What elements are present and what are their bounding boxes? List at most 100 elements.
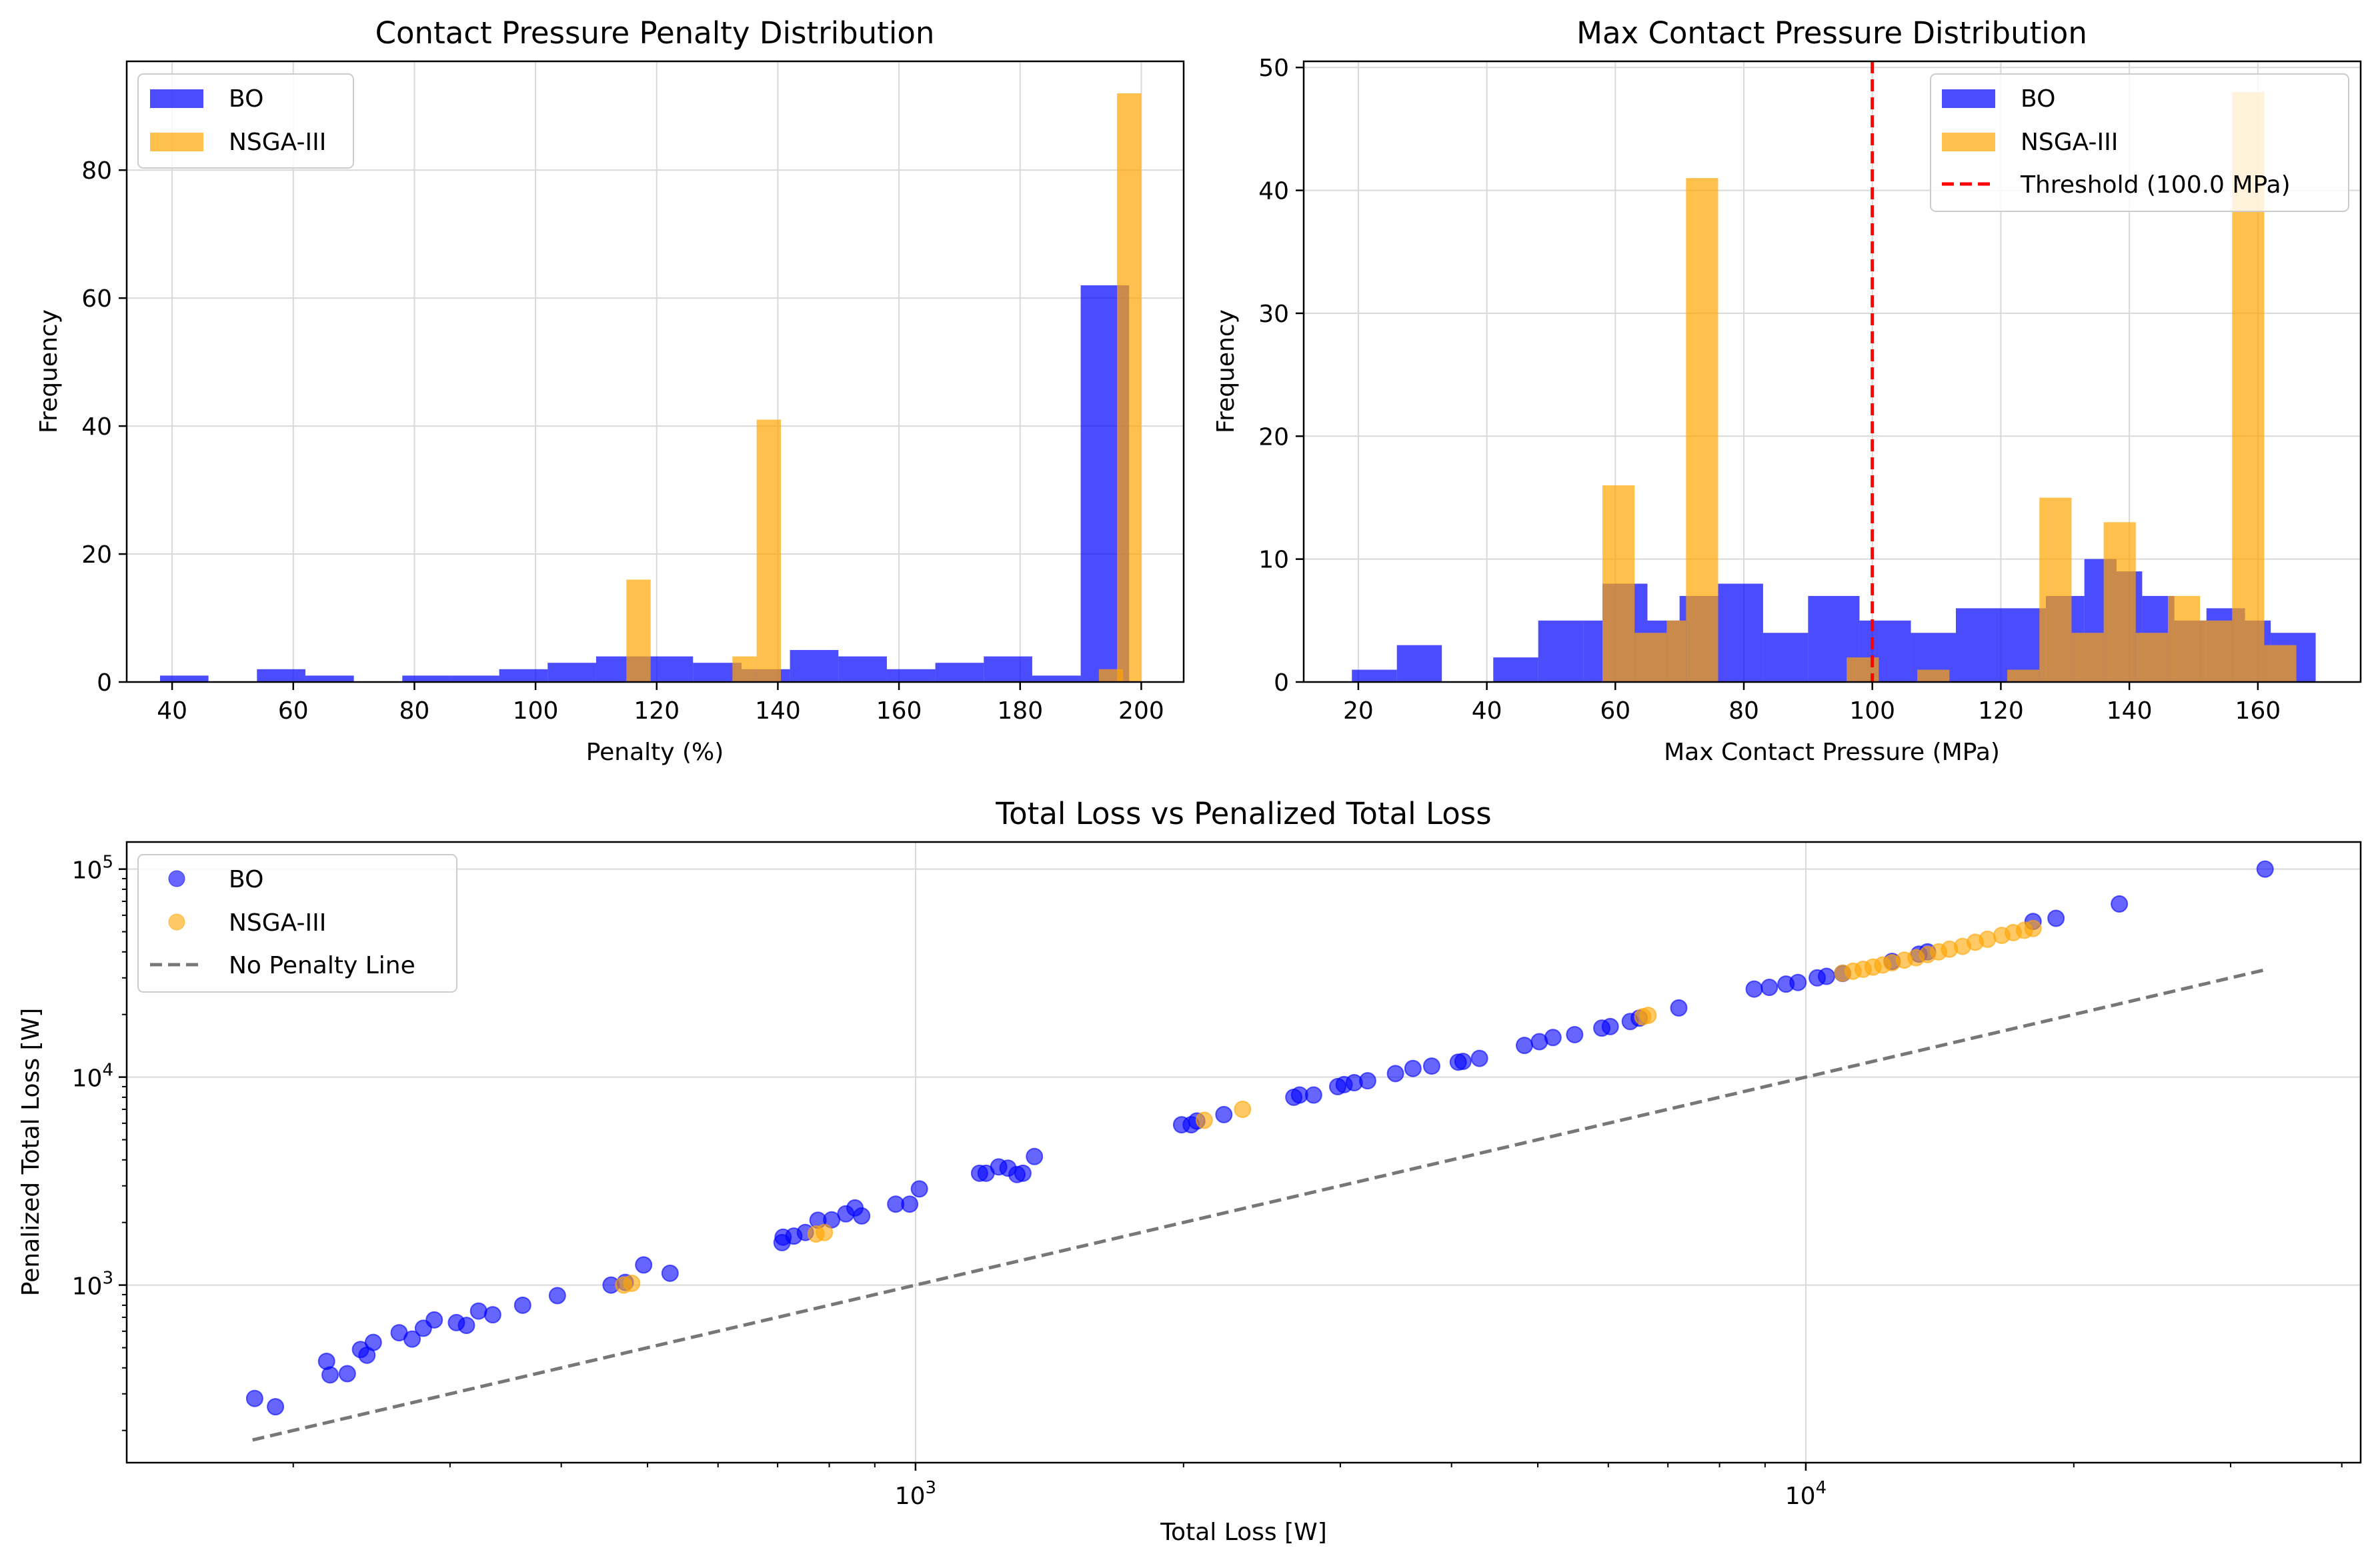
x-tick-label: 180 — [997, 697, 1043, 725]
bo-bar — [984, 656, 1032, 682]
y-tick-label: 20 — [81, 541, 112, 569]
bo-point — [635, 1256, 653, 1274]
bo-point — [1601, 1017, 1619, 1035]
loss-legend-bo-marker — [168, 870, 185, 887]
nsga-iii-bar — [2007, 669, 2040, 682]
penalty-axes-frame — [125, 60, 1185, 683]
penalty-legend: BO NSGA-III — [137, 73, 354, 169]
penalty-legend-bo-label: BO — [229, 85, 263, 113]
nsga-iii-bar — [732, 656, 757, 682]
x-tick-label: 60 — [1600, 697, 1630, 725]
loss-legend-box — [137, 854, 457, 993]
bo-bar — [1762, 633, 1809, 682]
pressure-legend-bo-swatch — [1942, 89, 1995, 108]
bo-point — [1670, 999, 1688, 1017]
x-tick-label: 100 — [1849, 697, 1895, 725]
bo-point — [1026, 1147, 1044, 1165]
bo-point — [1304, 1086, 1322, 1104]
bo-bar — [1955, 608, 2001, 682]
bo-bar — [1538, 620, 1584, 682]
y-tick-label: 10 — [1258, 547, 1289, 574]
penalty-x-ticks: 40 60 80 100 120 140 160 180 200 — [157, 682, 1164, 725]
bo-point — [1454, 1053, 1472, 1071]
pressure-y-ticks: 0 10 20 30 40 50 — [1258, 55, 1304, 697]
y-tick-label: 60 — [81, 285, 112, 313]
bo-point — [267, 1398, 285, 1416]
nsga-iii-point — [2024, 919, 2042, 937]
bo-point — [469, 1302, 487, 1320]
nsga-iii-bar — [1602, 485, 1635, 682]
y-tick-label: 80 — [81, 157, 112, 185]
loss-y-axis-label: Penalized Total Loss [W] — [17, 1008, 45, 1296]
penalty-legend-bo-swatch — [150, 89, 203, 108]
bo-point — [1470, 1049, 1488, 1067]
nsga-iii-bar — [756, 419, 781, 682]
nsga-iii-bar — [2039, 497, 2072, 682]
y-tick-label: 20 — [1258, 423, 1289, 451]
bo-point — [245, 1389, 263, 1407]
bo-point — [321, 1366, 339, 1384]
nsga-iii-bar — [1917, 669, 1950, 682]
nsga-iii-point — [1234, 1100, 1252, 1118]
bo-point — [901, 1195, 919, 1213]
bo-point — [1215, 1105, 1233, 1123]
nsga-iii-point — [623, 1274, 641, 1292]
y-tick-label: 40 — [81, 413, 112, 441]
bo-point — [364, 1333, 382, 1351]
pressure-legend-nsga-label: NSGA-III — [2021, 129, 2118, 156]
bo-bar — [644, 656, 694, 682]
x-tick-label: 80 — [1728, 697, 1759, 725]
y-tick-label: 40 — [1258, 178, 1289, 205]
bo-bar — [838, 656, 887, 682]
pressure-legend-box — [1930, 73, 2349, 212]
pressure-x-ticks: 20 40 60 80 100 120 140 160 — [1343, 682, 2281, 725]
nsga-iii-bar — [1666, 620, 1686, 682]
bo-bar — [1718, 583, 1763, 682]
bo-point — [403, 1330, 421, 1348]
x-tick-label: 140 — [755, 697, 801, 725]
nsga-iii-point — [1979, 930, 1997, 948]
bo-point — [661, 1264, 679, 1282]
bo-bar — [257, 669, 305, 682]
pressure-axes-frame — [1302, 60, 2362, 683]
x-tick-label: 120 — [634, 697, 680, 725]
pressure-bars — [1352, 92, 2316, 682]
x-tick-label: 200 — [1118, 697, 1164, 725]
nsga-iii-bar — [2264, 645, 2297, 682]
pressure-legend-threshold-label: Threshold (100.0 MPa) — [2020, 171, 2291, 199]
bo-bar — [1583, 620, 1603, 682]
bo-point — [425, 1311, 443, 1329]
bo-bar — [450, 675, 499, 682]
bo-point — [1422, 1057, 1440, 1075]
x-tick-label: 120 — [1978, 697, 2024, 725]
nsga-iii-point — [1195, 1111, 1213, 1129]
bo-point — [1566, 1025, 1584, 1043]
penalty-y-ticks: 0 20 40 60 80 — [81, 157, 127, 697]
pressure-histogram-panel: 20 40 60 80 100 120 140 160 0 10 20 30 40 50 Max Con… — [1212, 15, 2362, 766]
y-tick-label: 50 — [1258, 55, 1289, 82]
nsga-iii-point — [816, 1223, 834, 1241]
bo-point — [1789, 973, 1807, 991]
penalty-x-axis-label: Penalty (%) — [586, 739, 724, 766]
x-tick-label: 160 — [876, 697, 922, 725]
loss-grid — [127, 842, 2361, 1463]
penalty-bars — [159, 93, 1142, 682]
bo-bar — [305, 675, 354, 682]
pressure-legend-nsga-swatch — [1942, 133, 1995, 151]
pressure-legend: BO NSGA-III Threshold (100.0 MPa) — [1930, 73, 2349, 212]
no-penalty-line — [252, 967, 2268, 1442]
bo-point — [548, 1287, 566, 1305]
x-tick-label: 100 — [513, 697, 559, 725]
bo-bar — [790, 650, 839, 682]
bo-point — [910, 1180, 928, 1198]
x-tick-label: 20 — [1343, 697, 1374, 725]
bo-bar — [935, 663, 984, 682]
penalty-legend-nsga-label: NSGA-III — [229, 129, 326, 156]
x-tick-label: 40 — [157, 697, 187, 725]
bo-bar — [886, 669, 936, 682]
loss-chart-title: Total Loss vs Penalized Total Loss — [995, 796, 1491, 831]
loss-x-axis-label: Total Loss [W] — [1160, 1519, 1327, 1546]
